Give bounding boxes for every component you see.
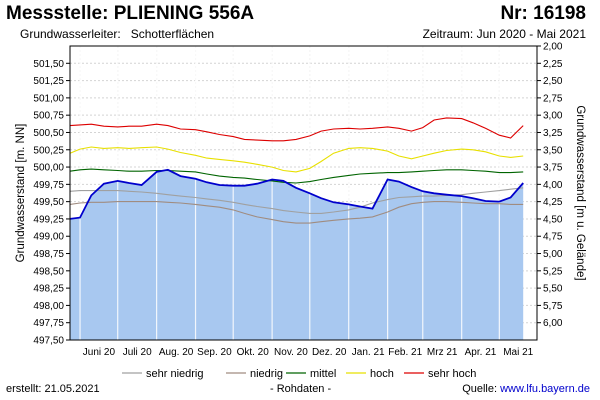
y2-tick-label: 5,25 <box>543 266 563 277</box>
y-tick-label: 497,75 <box>33 318 64 329</box>
y-tick-label: 499,25 <box>33 214 64 225</box>
y2-tick-label: 3,25 <box>543 128 563 139</box>
y2-tick-label: 2,00 <box>543 42 563 53</box>
source: Quelle: www.lfu.bayern.de <box>462 383 590 395</box>
x-tick-label: Feb. 21 <box>388 347 422 358</box>
chart-title: Messstelle: PLIENING 556A <box>6 3 255 24</box>
y2-tick-label: 4,50 <box>543 214 563 225</box>
y-axis-title: Grundwasserstand [m. NN] <box>15 124 27 263</box>
water-level-area <box>70 169 524 340</box>
y2-tick-label: 4,25 <box>543 197 563 208</box>
x-tick-label: Apr. 21 <box>465 347 497 358</box>
y-tick-label: 497,50 <box>33 336 64 347</box>
y-tick-label: 499,75 <box>33 180 64 191</box>
y2-tick-label: 5,50 <box>543 284 563 295</box>
legend-label-sehr-hoch: sehr hoch <box>428 368 476 380</box>
y-tick-label: 498,25 <box>33 284 64 295</box>
series-hoch-line <box>69 146 524 173</box>
x-tick-label: Juli 20 <box>123 347 152 358</box>
legend-label-niedrig: niedrig <box>250 368 283 380</box>
y-tick-label: 500,75 <box>33 111 64 122</box>
x-tick-label: Nov. 20 <box>274 347 308 358</box>
x-tick-label: Aug. 20 <box>159 347 194 358</box>
y-tick-label: 501,50 <box>33 59 64 70</box>
x-tick-label: Mai 21 <box>503 347 533 358</box>
x-tick-label: Dez. 20 <box>312 347 347 358</box>
y2-tick-label: 5,75 <box>543 301 563 312</box>
y-tick-label: 498,50 <box>33 266 64 277</box>
legend-label-sehr-niedrig: sehr niedrig <box>146 368 203 380</box>
y-tick-label: 501,25 <box>33 76 64 87</box>
y2-tick-label: 4,00 <box>543 180 563 191</box>
series-sehr-hoch-line <box>69 117 524 142</box>
aquifer-label: Grundwasserleiter: <box>20 27 121 41</box>
y2-tick-label: 5,00 <box>543 249 563 260</box>
series-mittel-line <box>69 168 524 184</box>
x-tick-label: Sep. 20 <box>197 347 232 358</box>
y2-tick-label: 2,50 <box>543 76 563 87</box>
y-tick-label: 500,25 <box>33 145 64 156</box>
legend-label-hoch: hoch <box>370 368 394 380</box>
y2-axis-title: Grundwasserstand [m u. Gelände] <box>574 105 586 280</box>
y-tick-label: 500,00 <box>33 163 64 174</box>
source-link[interactable]: www.lfu.bayern.de <box>500 383 590 395</box>
y-tick-label: 499,00 <box>33 232 64 243</box>
legend-label-mittel: mittel <box>310 368 336 380</box>
y-tick-label: 499,50 <box>33 197 64 208</box>
series-niedrig-line <box>69 201 524 224</box>
y-tick-label: 500,50 <box>33 128 64 139</box>
y-tick-label: 498,00 <box>33 301 64 312</box>
aquifer-value: Schotterflächen <box>130 27 215 41</box>
y-tick-label: 498,75 <box>33 249 64 260</box>
y2-tick-label: 2,75 <box>543 93 563 104</box>
source-label: Quelle: <box>462 383 501 395</box>
y2-tick-label: 3,00 <box>543 111 563 122</box>
aquifer-info: Grundwasserleiter: Schotterflächen <box>20 27 214 41</box>
station-number: Nr: 16198 <box>500 3 586 24</box>
y2-tick-label: 6,00 <box>543 318 563 329</box>
x-tick-label: Juni 20 <box>83 347 116 358</box>
created-date: erstellt: 21.05.2021 <box>6 383 100 395</box>
plot-frame <box>69 45 538 341</box>
x-tick-label: Mrz 21 <box>427 347 458 358</box>
x-tick-label: Okt. 20 <box>237 347 270 358</box>
x-tick-label: Jan. 21 <box>352 347 385 358</box>
y-tick-label: 501,00 <box>33 93 64 104</box>
y2-tick-label: 4,75 <box>543 232 563 243</box>
raw-data-note: - Rohdaten - <box>270 383 332 395</box>
y2-tick-label: 2,25 <box>543 59 563 70</box>
y2-tick-label: 3,50 <box>543 145 563 156</box>
period: Zeitraum: Jun 2020 - Mai 2021 <box>422 27 586 41</box>
y2-tick-label: 3,75 <box>543 163 563 174</box>
series-measured-line <box>69 168 524 220</box>
